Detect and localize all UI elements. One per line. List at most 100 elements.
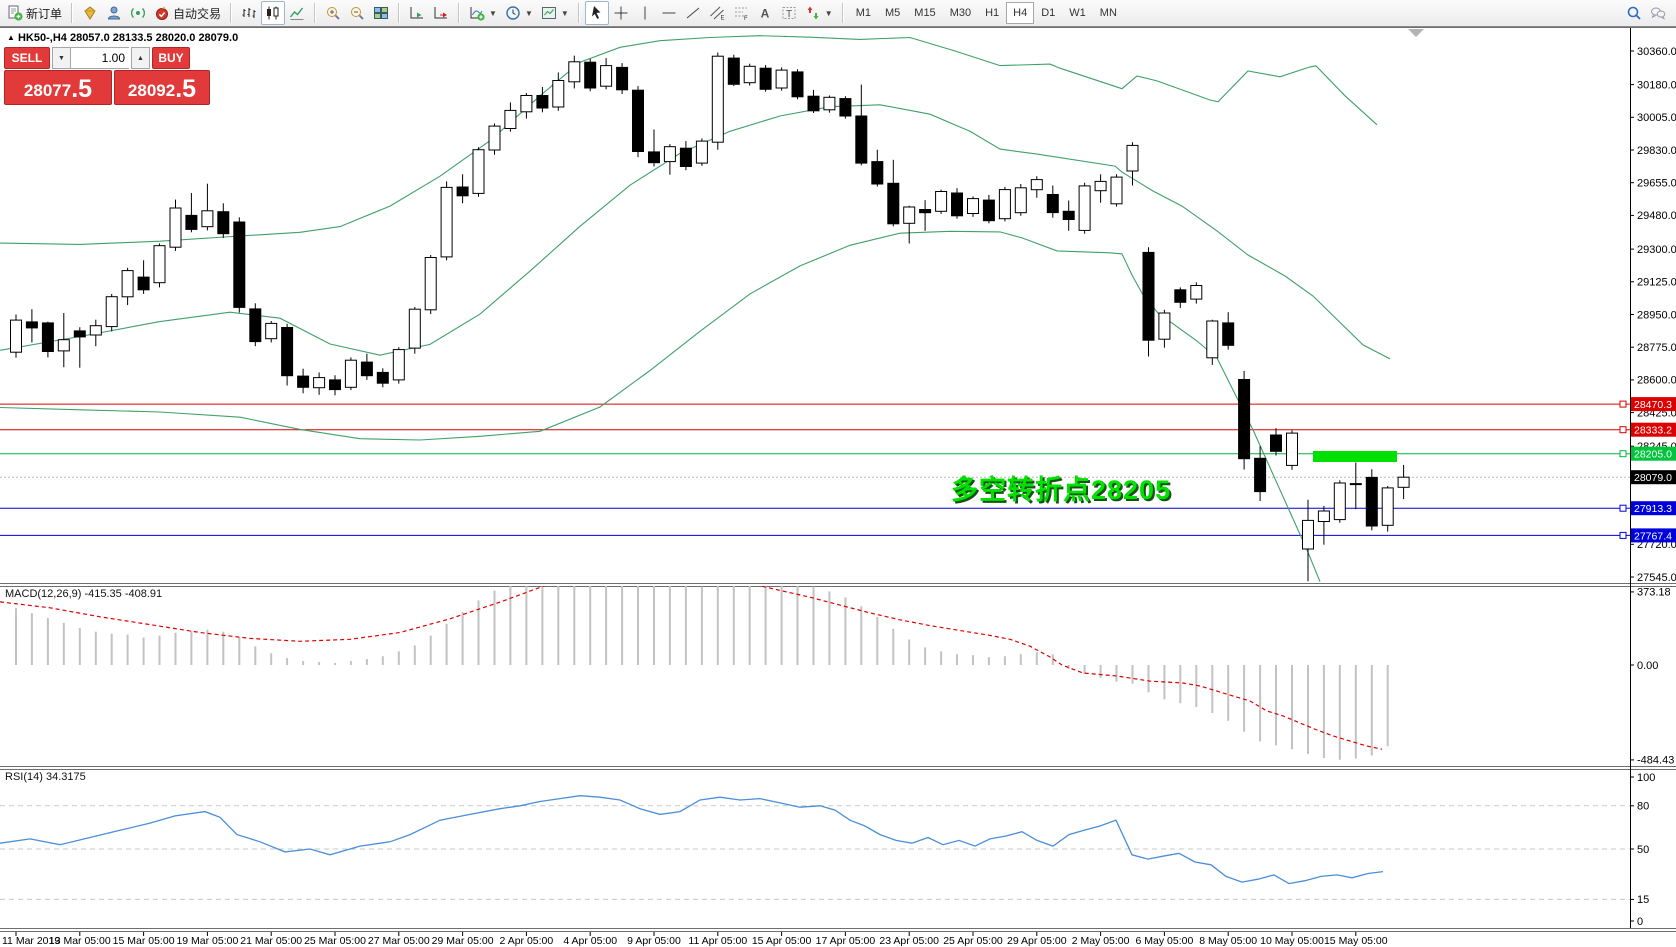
candle xyxy=(1270,434,1282,452)
chat-button[interactable] xyxy=(1646,1,1670,25)
sell-button[interactable]: SELL xyxy=(4,47,50,69)
auto-scroll-button[interactable] xyxy=(405,1,429,25)
candle xyxy=(935,191,948,212)
market-watch-button[interactable] xyxy=(78,1,102,25)
sell-price-panel[interactable]: 28077.5 xyxy=(4,70,112,105)
svg-text:28333.2: 28333.2 xyxy=(1634,425,1672,437)
ohlc-low: 28020.0 xyxy=(155,32,196,44)
price-tick: 28600.0 xyxy=(1637,375,1676,387)
volume-input[interactable]: 1.00 xyxy=(71,47,129,69)
candle xyxy=(472,149,485,194)
price-tick: 30360.0 xyxy=(1637,46,1676,58)
timeframe-w1[interactable]: W1 xyxy=(1069,7,1086,19)
candle xyxy=(408,308,421,349)
buy-button[interactable]: BUY xyxy=(152,47,190,69)
timeframe-m1[interactable]: M1 xyxy=(855,7,871,19)
arrows-tool[interactable]: ▼ xyxy=(801,1,837,25)
candle xyxy=(1174,289,1187,303)
label-tool[interactable]: T xyxy=(777,1,801,25)
time-label: 29 Mar 05:00 xyxy=(432,935,494,947)
candle xyxy=(504,109,517,130)
crosshair-tool[interactable] xyxy=(609,1,633,25)
bar-chart-button[interactable] xyxy=(237,1,261,25)
time-label: 9 Apr 05:00 xyxy=(627,935,681,947)
buy-price-panel[interactable]: 28092.5 xyxy=(114,70,210,105)
cursor-tool[interactable] xyxy=(584,1,609,25)
annotation-text: 多空转折点28205 xyxy=(951,475,1172,505)
text-tool[interactable]: A xyxy=(753,1,777,25)
navigator-button[interactable] xyxy=(102,1,126,25)
indicators-button[interactable]: ▼ xyxy=(465,1,501,25)
search-button[interactable] xyxy=(1622,1,1646,25)
chart-shift-marker xyxy=(1408,29,1424,37)
candle xyxy=(185,214,198,230)
hline-tool[interactable] xyxy=(657,1,681,25)
timeframe-m30[interactable]: M30 xyxy=(949,7,972,19)
candle xyxy=(440,186,453,258)
time-label: 25 Mar 05:00 xyxy=(304,935,366,947)
candle xyxy=(998,189,1011,220)
toolbar-separator xyxy=(230,3,233,23)
channel-tool[interactable]: E xyxy=(705,1,729,25)
candle xyxy=(695,140,708,164)
price-tick: 30180.0 xyxy=(1637,79,1676,91)
candle xyxy=(1238,379,1251,460)
candle xyxy=(153,245,166,284)
templates-button[interactable]: ▼ xyxy=(537,1,573,25)
timeframe-m15[interactable]: M15 xyxy=(914,7,936,19)
candlestick-chart-button[interactable] xyxy=(261,1,286,25)
price-badge xyxy=(1631,397,1676,412)
time-label: 21 Mar 05:00 xyxy=(240,935,302,947)
tile-windows-button[interactable] xyxy=(369,1,393,25)
candle xyxy=(392,349,405,381)
vline-tool[interactable] xyxy=(633,1,657,25)
fibonacci-tool[interactable]: F xyxy=(729,1,753,25)
timeframe-h4[interactable]: H4 xyxy=(1006,2,1035,24)
tiles-icon xyxy=(374,7,389,19)
candle xyxy=(265,322,278,340)
timeframe-h1[interactable]: H1 xyxy=(985,7,1000,19)
volume-up-spinner[interactable]: ▲ xyxy=(131,47,150,69)
autotrade-button[interactable]: 自动交易 xyxy=(150,1,225,25)
clock-icon xyxy=(506,6,520,20)
autotrade-icon xyxy=(156,6,169,20)
price-tick: 30005.0 xyxy=(1637,112,1676,124)
candle xyxy=(1142,251,1155,341)
candle xyxy=(1286,432,1298,466)
ohlc-open: 28057.0 xyxy=(69,32,110,44)
price-tick: 27545.0 xyxy=(1637,572,1676,584)
candle xyxy=(775,69,788,89)
timeframe-mn[interactable]: MN xyxy=(1099,7,1117,19)
candle xyxy=(520,95,533,113)
candle xyxy=(1062,210,1075,221)
candle xyxy=(919,209,932,214)
zoom-out-button[interactable] xyxy=(345,1,369,25)
periods-button[interactable]: ▼ xyxy=(501,1,537,25)
candle xyxy=(1254,457,1267,493)
rsi-tick: 80 xyxy=(1637,801,1649,813)
terminal-button[interactable] xyxy=(126,1,150,25)
candle xyxy=(249,308,262,343)
trendline-tool[interactable] xyxy=(681,1,705,25)
line-handle xyxy=(1619,450,1627,458)
person-icon xyxy=(108,6,121,20)
chart-shift-button[interactable] xyxy=(429,1,453,25)
channel-icon: E xyxy=(709,6,724,21)
candle xyxy=(376,371,389,384)
line-handle xyxy=(1619,426,1627,434)
candle xyxy=(759,67,772,90)
line-chart-button[interactable] xyxy=(285,1,309,25)
arrows-icon xyxy=(807,6,819,20)
price-badge xyxy=(1631,501,1676,516)
candle xyxy=(57,339,70,352)
timeframe-m5[interactable]: M5 xyxy=(885,7,901,19)
toolbar-separator xyxy=(314,3,317,23)
collapse-triangle-icon[interactable]: ▲ xyxy=(7,33,15,42)
zoom-in-button[interactable] xyxy=(321,1,345,25)
candle xyxy=(217,211,230,235)
volume-down-spinner[interactable]: ▼ xyxy=(52,47,71,69)
timeframe-d1[interactable]: D1 xyxy=(1041,7,1056,19)
new-order-button[interactable]: 新订单 xyxy=(3,1,66,25)
trend-icon xyxy=(686,7,700,19)
